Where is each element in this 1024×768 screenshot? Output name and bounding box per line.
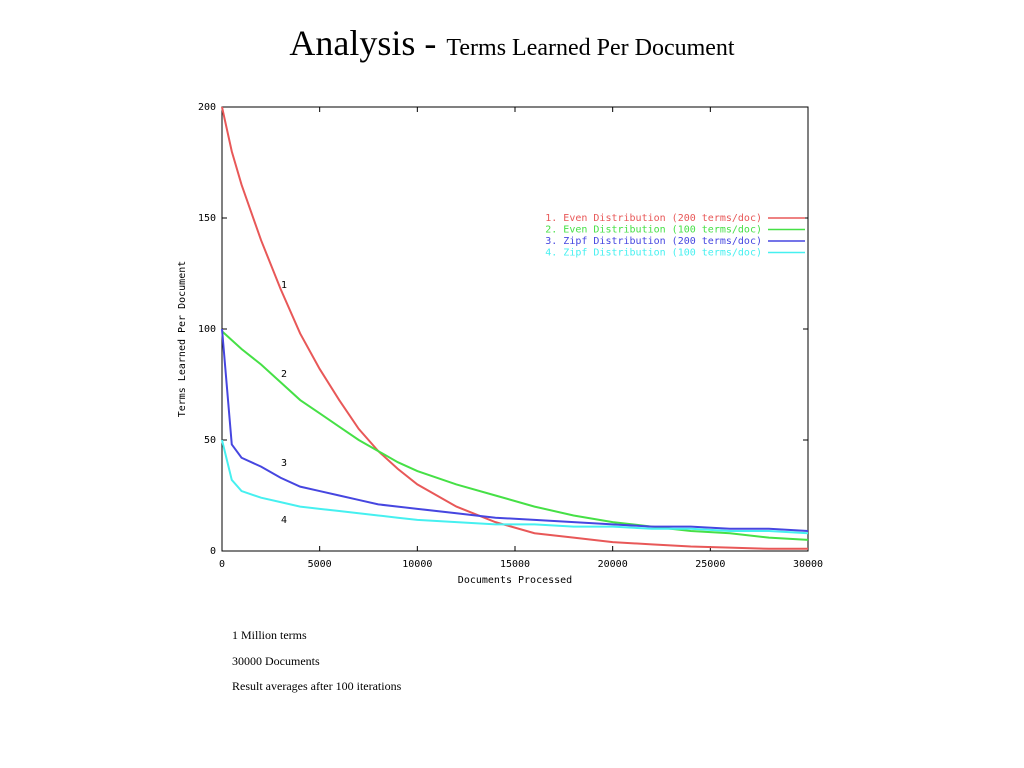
note: Result averages after 100 iterations [232, 679, 402, 693]
legend-label: 2. Even Distribution (100 terms/doc) [545, 225, 762, 236]
curve-label: 4 [281, 515, 287, 526]
curve-label: 1 [281, 280, 287, 291]
y-tick-label: 150 [198, 213, 216, 224]
legend-label: 4. Zipf Distribution (100 terms/doc) [545, 248, 762, 259]
x-tick-label: 20000 [598, 559, 628, 570]
y-tick-label: 200 [198, 102, 216, 113]
series-line [221, 328, 809, 533]
x-axis-label: Documents Processed [458, 575, 572, 586]
title: Analysis - Terms Learned Per Document [289, 23, 735, 63]
x-tick-label: 30000 [793, 559, 823, 570]
series-line [221, 439, 809, 535]
x-tick-label: 5000 [308, 559, 332, 570]
x-tick-label: 0 [219, 559, 225, 570]
y-tick-label: 0 [210, 546, 216, 557]
y-tick-label: 100 [198, 324, 216, 335]
legend-label: 1. Even Distribution (200 terms/doc) [545, 213, 762, 224]
title-main: Analysis - [289, 23, 436, 63]
note: 1 Million terms [232, 628, 307, 642]
legend-label: 3. Zipf Distribution (200 terms/doc) [545, 236, 762, 247]
y-axis-label: Terms Learned Per Document [177, 261, 188, 418]
plot-frame [221, 106, 809, 552]
notes: 1 Million terms 30000 Documents Result ave… [232, 628, 401, 705]
curve-label: 2 [281, 369, 287, 380]
title-sub: Terms Learned Per Document [446, 35, 735, 61]
x-tick-label: 15000 [500, 559, 530, 570]
x-tick-label: 10000 [402, 559, 432, 570]
curve-label: 3 [281, 458, 287, 469]
chart: Analysis - Terms Learned Per Document 0 50… [177, 23, 823, 586]
x-tick-label: 25000 [695, 559, 725, 570]
note: 30000 Documents [232, 653, 320, 668]
y-tick-label: 50 [204, 435, 216, 446]
series-line [221, 106, 808, 550]
